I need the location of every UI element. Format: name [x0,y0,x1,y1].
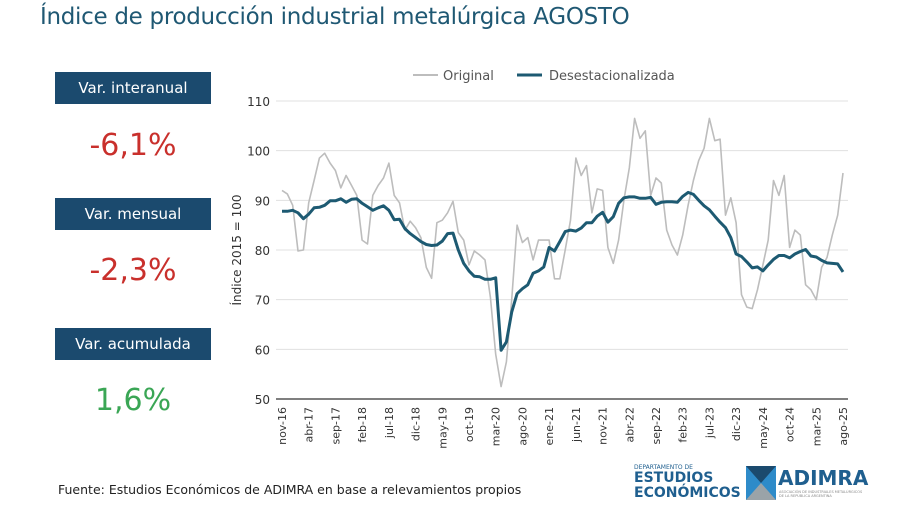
adimra-logo: ADIMRA ASOCIACIÓN DE INDUSTRIALES METALÚ… [746,466,868,500]
x-tick-label: ago-20 [516,407,529,446]
y-tick-label: 50 [255,393,270,407]
kpi-value-interanual: -6,1% [89,128,177,163]
y-tick-label: 110 [247,95,270,109]
x-tick-label: mar-20 [490,407,503,446]
series-lines [281,117,845,388]
x-tick-label: ene-21 [543,407,556,445]
page-title: Índice de producción industrial metalúrg… [40,4,630,30]
x-tick-label: dic-23 [730,407,743,441]
x-tick-label: nov-21 [597,407,610,445]
grid [276,100,848,400]
adimra-subtitle: ASOCIACIÓN DE INDUSTRIALES METALÚRGICOS … [779,490,863,498]
kpi-value-acumulada: 1,6% [94,383,172,418]
x-tick-label: jul-18 [383,407,396,439]
y-tick-label: 60 [255,343,270,357]
x-tick-label: jun-21 [570,407,583,443]
x-tick-label: feb-23 [677,407,690,443]
legend-label-desestacionalizada: Desestacionalizada [549,69,675,84]
logo-ee-line1: ESTUDIOS [634,470,714,486]
series-line-original [281,117,844,388]
x-tick-label: nov-16 [276,407,289,445]
adimra-emblem-icon [746,466,776,500]
kpi-value-mensual: -2,3% [89,253,177,288]
source-note: Fuente: Estudios Económicos de ADIMRA en… [58,482,522,497]
x-axis-ticks: nov-16 abr-17 sep-17 feb-18 jul-18 dic-18 may-… [276,407,850,449]
x-tick-label: sep-17 [329,407,342,444]
x-tick-label: mar-25 [810,407,823,446]
logo-ee-small: DEPARTAMENTO DE [634,464,693,471]
x-tick-label: jul-23 [703,407,716,439]
x-tick-label: abr-22 [623,407,636,443]
estudios-economicos-logo: DEPARTAMENTO DE ESTUDIOS ECONÓMICOS [634,464,741,501]
x-tick-label: may-19 [436,407,449,449]
adimra-wordmark: ADIMRA [778,466,869,490]
x-tick-label: sep-22 [650,407,663,444]
x-tick-label: abr-17 [303,407,316,443]
y-axis-label: Índice 2015 = 100 [229,194,244,305]
x-tick-label: ago-25 [837,407,850,446]
line-chart: 50 60 70 80 90 100 110 nov-16 abr-17 sep-17 feb-1… [229,69,850,449]
x-tick-label: dic-18 [410,407,423,441]
y-tick-label: 90 [255,194,270,208]
x-tick-label: oct-24 [784,407,797,442]
x-tick-label: may-24 [757,407,770,449]
legend: Original Desestacionalizada [413,69,675,84]
y-tick-label: 100 [247,145,270,159]
y-tick-label: 80 [255,244,270,258]
x-tick-label: oct-19 [463,407,476,442]
logo-ee-line2: ECONÓMICOS [634,485,741,501]
series-line-desestacionalizada [282,190,845,352]
y-axis-ticks: 50 60 70 80 90 100 110 [247,95,270,407]
x-tick-label: feb-18 [356,407,369,443]
kpi-label-interanual: Var. interanual [55,72,211,104]
y-tick-label: 70 [255,294,270,308]
kpi-label-acumulada: Var. acumulada [55,328,211,360]
kpi-label-mensual: Var. mensual [55,198,211,230]
legend-label-original: Original [443,69,494,84]
